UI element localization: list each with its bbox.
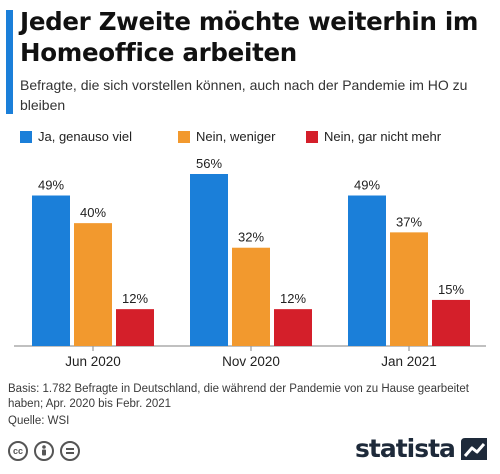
- bar: [116, 309, 154, 346]
- bar: [32, 195, 70, 346]
- bar: [348, 195, 386, 346]
- brand-name: statista: [355, 434, 456, 463]
- data-label: 15%: [438, 282, 464, 297]
- bar: [190, 174, 228, 346]
- title-accent-bar: [6, 10, 13, 114]
- bar: [74, 223, 112, 346]
- data-label: 12%: [122, 291, 148, 306]
- chart-title: Jeder Zweite möchte weiterhin im Homeoff…: [20, 7, 479, 67]
- legend-label: Nein, gar nicht mehr: [324, 129, 442, 144]
- x-tick-label: Jun 2020: [65, 354, 121, 369]
- legend-swatch-red: [306, 131, 318, 143]
- data-label: 32%: [238, 230, 264, 245]
- x-tick-label: Nov 2020: [222, 354, 280, 369]
- footnote: Basis: 1.782 Befragte in Deutschland, di…: [8, 383, 469, 410]
- legend-label: Nein, weniger: [196, 129, 276, 144]
- legend-label: Ja, genauso viel: [38, 129, 132, 144]
- legend-swatch-blue: [20, 131, 32, 143]
- chart-subtitle: Befragte, die sich vorstellen können, au…: [20, 77, 468, 113]
- x-tick-label: Jan 2021: [381, 354, 437, 369]
- bar: [432, 299, 470, 346]
- legend-swatch-orange: [178, 131, 190, 143]
- statista-logo-mark-icon: [461, 438, 487, 460]
- bar: [390, 232, 428, 346]
- bar-chart: 49% 40% 12% Jun 2020 56% 32% 12% Nov 2020 49% 37%…: [14, 156, 486, 369]
- data-label: 49%: [38, 178, 64, 193]
- data-label: 37%: [396, 214, 422, 229]
- data-label: 40%: [80, 205, 106, 220]
- bar: [232, 247, 270, 346]
- data-label: 12%: [280, 291, 306, 306]
- data-label: 49%: [354, 178, 380, 193]
- legend: Ja, genauso viel Nein, weniger Nein, gar…: [20, 128, 490, 146]
- source-note: Quelle: WSI: [8, 415, 70, 427]
- data-label: 56%: [196, 156, 222, 171]
- statista-logo: statista: [355, 432, 495, 468]
- no-derivatives-icon: [60, 441, 80, 461]
- bar: [274, 309, 312, 346]
- cc-icon: cc: [8, 441, 28, 461]
- attribution-icon: [34, 441, 54, 461]
